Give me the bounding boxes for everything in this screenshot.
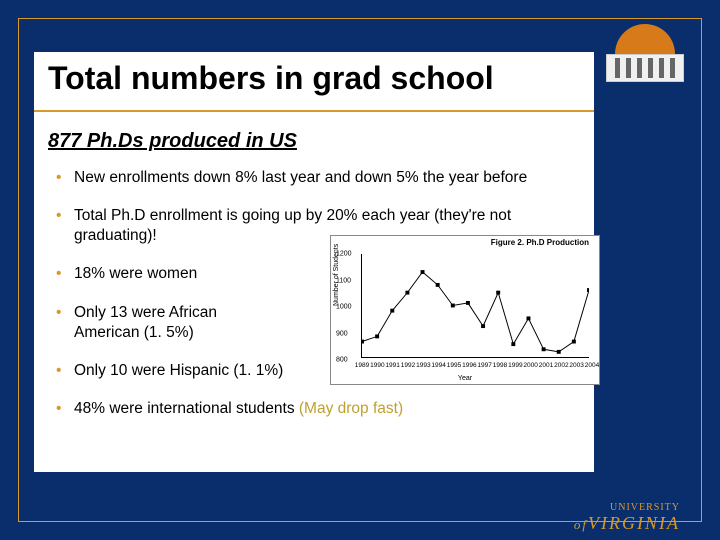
chart-line-svg: [362, 254, 589, 357]
bullet-item: 18% were women: [56, 264, 276, 284]
chart-plot-area: 8009001000110012001989199019911992199319…: [361, 254, 589, 358]
bullet-item: Only 13 were African American (1. 5%): [56, 303, 276, 343]
chart-xlabel: Year: [458, 375, 472, 382]
phd-production-chart: Figure 2. Ph.D Production Number of Stud…: [330, 235, 600, 385]
title-underline: [34, 110, 594, 112]
uva-wordmark: UNIVERSITY ofVIRGINIA: [574, 502, 680, 534]
uva-rotunda-logo: [606, 24, 684, 84]
rotunda-dome-icon: [615, 24, 675, 54]
bullet-text: 48% were international students: [74, 400, 299, 417]
rotunda-portico-icon: [606, 54, 684, 82]
slide-title: Total numbers in grad school: [48, 60, 494, 97]
chart-title: Figure 2. Ph.D Production: [491, 238, 589, 247]
logo-virginia: VIRGINIA: [588, 513, 680, 533]
bullet-item: New enrollments down 8% last year and do…: [56, 168, 580, 188]
logo-line1: UNIVERSITY: [574, 502, 680, 513]
logo-line2: ofVIRGINIA: [574, 513, 680, 534]
bullet-highlight: (May drop fast): [299, 400, 403, 417]
slide-subtitle: 877 Ph.Ds produced in US: [48, 130, 297, 153]
bullet-item: 48% were international students (May dro…: [56, 399, 580, 419]
